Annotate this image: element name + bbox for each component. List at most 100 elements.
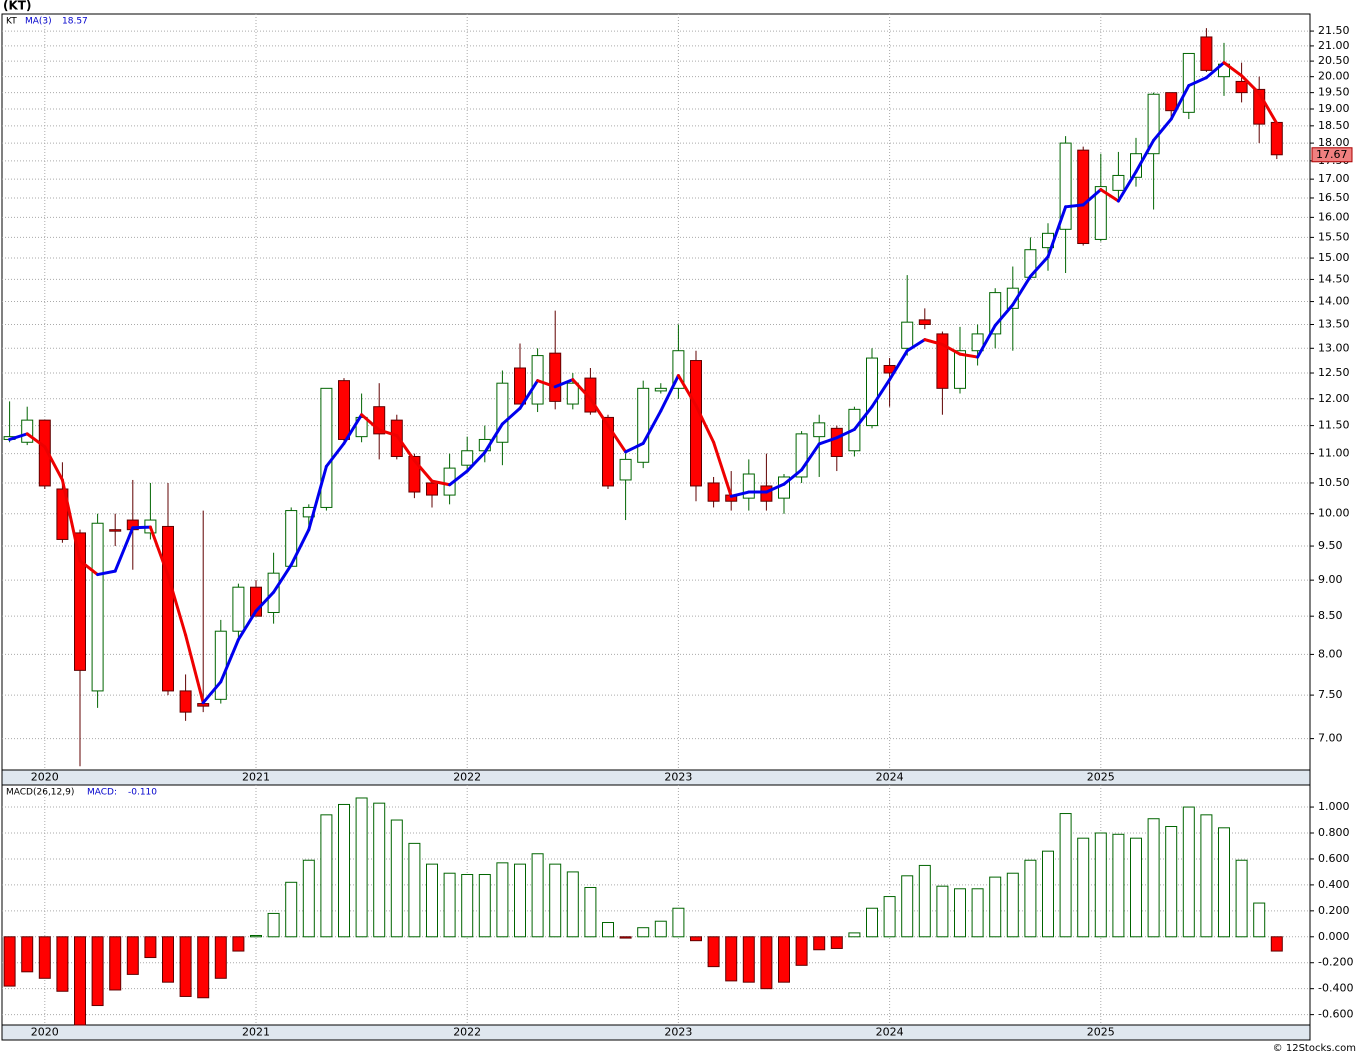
ma-segment: [324, 441, 346, 468]
y-tick-label: 17.00: [1318, 172, 1350, 185]
candle-body: [408, 455, 421, 493]
candle-body: [637, 387, 650, 463]
ma-segment: [131, 525, 152, 530]
y-tick-label: 15.00: [1318, 251, 1350, 264]
ma-segment: [976, 323, 997, 359]
macd-bar: [250, 934, 262, 938]
macd-bar: [883, 896, 896, 938]
macd-bar: [320, 814, 333, 938]
macd-bar: [232, 936, 245, 952]
macd-bar: [126, 936, 139, 975]
macd-bar: [531, 853, 544, 938]
ma-segment: [888, 349, 909, 382]
y-tick-label: 21.00: [1318, 39, 1350, 52]
macd-bar: [56, 936, 69, 992]
macd-bar: [1147, 818, 1160, 938]
y-tick-label: 21.50: [1318, 24, 1350, 37]
macd-bar: [1235, 859, 1248, 938]
candle-body: [566, 382, 579, 405]
macd-bar: [654, 920, 667, 938]
y-tick-label: 13.00: [1318, 341, 1350, 354]
ma-segment: [518, 379, 540, 410]
ma-segment: [1028, 255, 1050, 278]
candle-body: [91, 522, 104, 692]
y-tick-label: 8.50: [1318, 609, 1343, 622]
ma-segment: [289, 528, 311, 567]
ma-segment: [1081, 188, 1103, 207]
ma-segment: [659, 374, 680, 413]
ma-segment: [800, 442, 821, 472]
macd-bar: [197, 936, 210, 999]
legend-ma: MA(3): [25, 17, 52, 27]
ma-segment: [1134, 138, 1156, 174]
ma-segment: [694, 404, 716, 444]
candle-body: [830, 427, 843, 457]
y-tick-label: 0.400: [1318, 878, 1350, 891]
macd-bar: [1130, 837, 1142, 938]
macd-bar: [91, 936, 104, 1007]
macd-bar: [496, 862, 509, 938]
ma-segment: [236, 609, 258, 642]
x-tick-label: 2024: [876, 1026, 904, 1039]
ma-segment: [377, 428, 399, 438]
ma-segment: [712, 440, 733, 498]
macd-bar: [390, 819, 403, 938]
x-tick-label: 2020: [31, 771, 59, 784]
candle-body: [1200, 36, 1213, 71]
candle-body: [654, 387, 667, 392]
macd-panel: [1, 784, 1311, 1026]
ma-segment: [148, 525, 170, 577]
y-tick-label: 11.50: [1318, 419, 1350, 432]
macd-bar: [1218, 827, 1230, 938]
candle-body: [672, 350, 685, 389]
last-price-label: 17.67: [1316, 148, 1348, 161]
y-tick-label: 16.50: [1318, 191, 1350, 204]
macd-bar: [1253, 902, 1266, 938]
macd-bar: [285, 881, 298, 938]
macd-bar: [1024, 859, 1037, 938]
y-tick-label: 9.00: [1318, 573, 1343, 586]
y-tick-label: 11.00: [1318, 447, 1350, 460]
ma-segment: [1169, 84, 1191, 121]
macd-bar: [1077, 837, 1090, 938]
macd-bar: [954, 888, 966, 938]
ma-segment: [588, 397, 610, 428]
y-tick-label: 16.00: [1318, 210, 1350, 223]
x-tick-label: 2022: [453, 771, 481, 784]
ma-segment: [817, 436, 839, 446]
ma-segment: [483, 422, 504, 454]
macd-bar: [901, 875, 914, 938]
ma-segment: [958, 352, 980, 359]
y-tick-label: 12.00: [1318, 392, 1350, 405]
macd-bar: [619, 936, 632, 939]
ma-segment: [272, 563, 293, 594]
candle-body: [56, 488, 69, 540]
x-tick-label: 2021: [242, 1026, 270, 1039]
ma-segment: [905, 338, 927, 353]
y-tick-label: 19.50: [1318, 86, 1350, 99]
macd-bar: [778, 936, 790, 983]
x-tick-label: 2024: [876, 771, 904, 784]
macd-bar: [74, 936, 86, 1026]
x-tick-label: 2023: [664, 1026, 692, 1039]
x-tick-label: 2022: [453, 1026, 481, 1039]
ma-segment: [342, 413, 364, 445]
macd-bar: [443, 872, 456, 938]
candle-body: [373, 406, 386, 435]
ma-segment: [1222, 61, 1244, 78]
ma-segment: [940, 342, 962, 356]
macd-bar: [690, 936, 702, 942]
candle-body: [989, 292, 1002, 335]
candle-body: [109, 529, 122, 532]
ma-segment: [219, 638, 240, 684]
macd-bar: [813, 936, 826, 951]
candle-body: [866, 357, 878, 427]
ma-segment: [923, 338, 944, 346]
y-tick-label: 15.50: [1318, 230, 1350, 243]
ma-segment: [448, 469, 469, 487]
y-tick-label: 0.600: [1318, 852, 1350, 865]
ma-segment: [870, 378, 892, 409]
ma-segment: [624, 441, 645, 454]
x-tick-label: 2025: [1087, 1026, 1115, 1039]
candle-body: [690, 360, 702, 487]
